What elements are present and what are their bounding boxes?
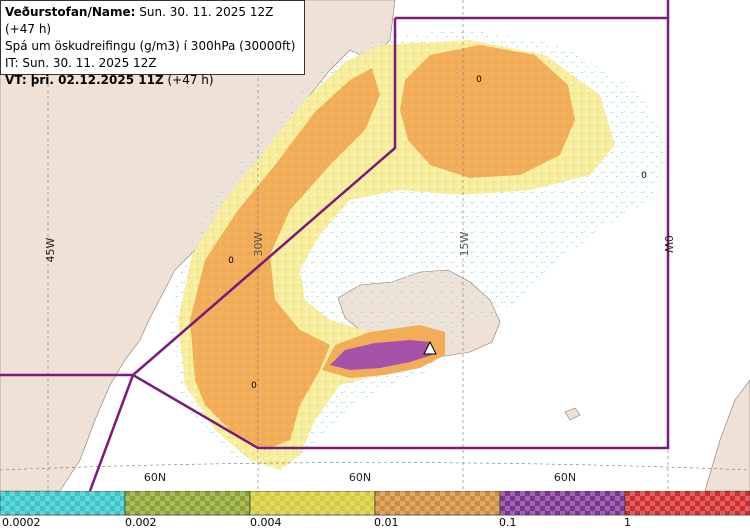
product-line: Spá um öskudreifingu (g/m3) í 300hPa (30… xyxy=(5,39,296,53)
issuer-value: Sun. 30. 11. 2025 12Z (+47 h) xyxy=(5,5,274,36)
faroe-land xyxy=(564,407,581,421)
forecast-info-box: Veðurstofan/Name: Sun. 30. 11. 2025 12Z … xyxy=(0,0,305,87)
legend-swatch-pattern-2 xyxy=(250,491,375,515)
zero-marker-4: 0 xyxy=(251,381,257,391)
legend-swatch-pattern-4 xyxy=(500,491,625,515)
valid-time-value: (+47 h) xyxy=(163,73,214,87)
meridian-label-30w: 30W xyxy=(252,231,265,256)
valid-time-line: VT: þri. 02.12.2025 11Z (+47 h) xyxy=(5,72,300,89)
concentration-legend xyxy=(0,491,750,516)
legend-tick-0.1: 0.1 xyxy=(499,516,517,529)
meridian-label-45w: 45W xyxy=(44,237,57,262)
zero-marker-3: 0 xyxy=(228,256,234,266)
legend-tick-0.0002: 0.0002 xyxy=(2,516,41,529)
zero-marker-2: 0 xyxy=(641,171,647,181)
legend-swatch-pattern-3 xyxy=(375,491,500,515)
parallel-label-60n-2: 60N xyxy=(349,471,371,484)
ash-plume-purple xyxy=(330,340,432,370)
legend-tick-1: 1 xyxy=(624,516,631,529)
legend-swatch-pattern-1 xyxy=(125,491,250,515)
valid-time-label: VT: þri. 02.12.2025 11Z xyxy=(5,73,164,87)
volcano-marker-icon xyxy=(423,340,437,355)
parallel-label-60n-1: 60N xyxy=(144,471,166,484)
legend-tick-0.01: 0.01 xyxy=(374,516,399,529)
ash-cloud-orange-east xyxy=(400,45,575,178)
ash-plume-orange xyxy=(190,68,380,450)
legend-tick-0.002: 0.002 xyxy=(125,516,157,529)
legend-swatch-pattern-5 xyxy=(625,491,750,515)
issuer-label: Veðurstofan/Name: xyxy=(5,5,136,19)
zero-marker-1: 0 xyxy=(476,75,482,85)
legend-swatch-pattern-0 xyxy=(0,491,125,515)
parallel-label-60n-3: 60N xyxy=(554,471,576,484)
issuer-line: Veðurstofan/Name: Sun. 30. 11. 2025 12Z … xyxy=(5,4,300,38)
issue-time-line: IT: Sun. 30. 11. 2025 12Z xyxy=(5,56,157,70)
legend-tick-0.004: 0.004 xyxy=(250,516,282,529)
meridian-label-15w: 15W xyxy=(458,231,471,256)
fir-boundary xyxy=(0,0,670,492)
meridian-label-0w: 0W xyxy=(662,235,675,253)
